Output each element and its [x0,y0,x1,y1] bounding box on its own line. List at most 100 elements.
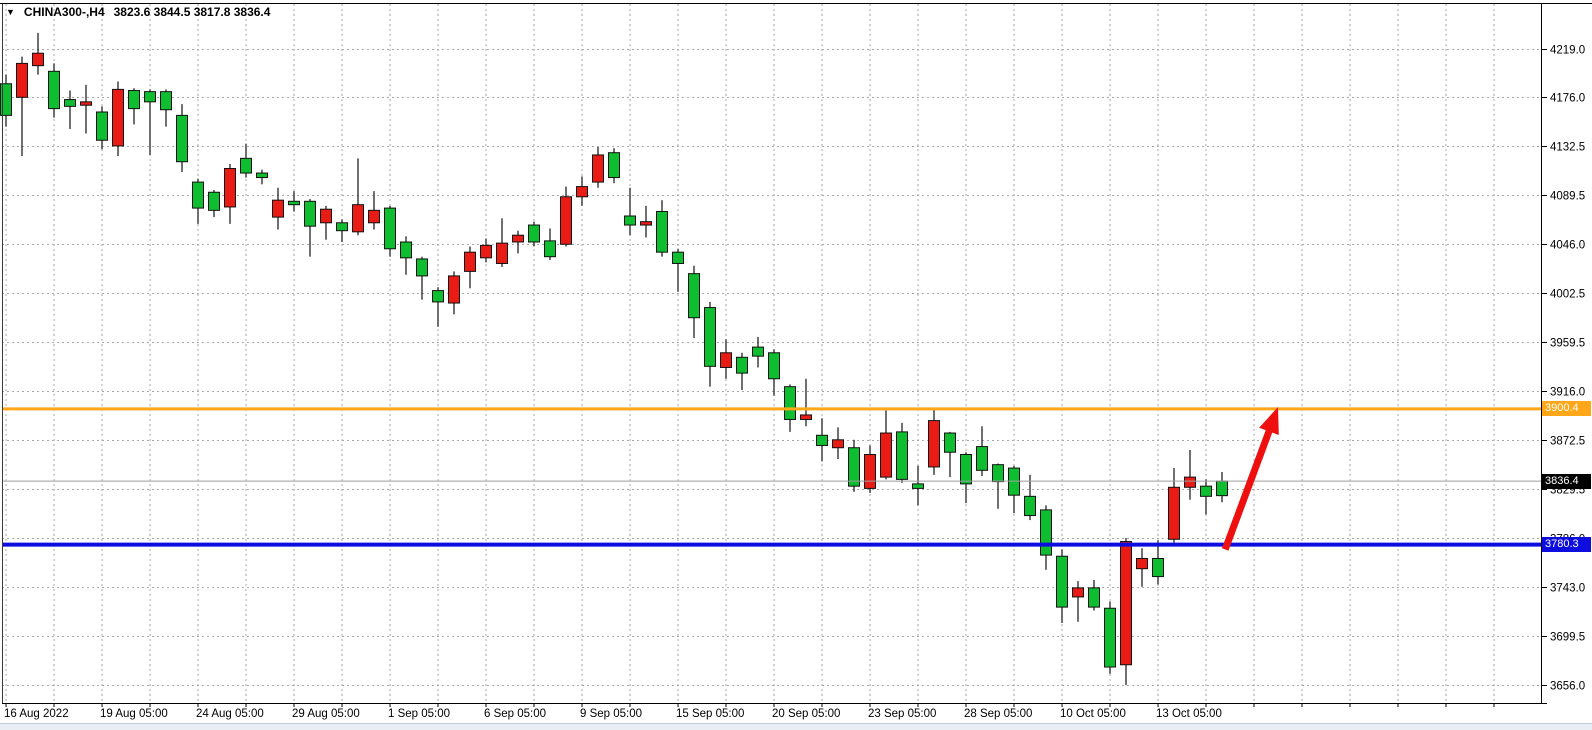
candle-bullish [672,251,684,264]
candle-bullish [768,352,780,380]
trend-arrow-head[interactable] [1259,407,1279,436]
support-price-badge: 3780.3 [1542,537,1591,553]
time-axis-label: 24 Aug 05:00 [196,708,264,720]
candle-bullish [912,483,924,489]
price-axis-label: 3743.0 [1550,583,1585,595]
candle-bullish [144,91,156,103]
chart-ohlc-readout: 3823.6 3844.5 3817.8 3836.4 [113,5,271,19]
candle-bullish [816,434,828,446]
candle-bullish [240,157,252,174]
candle-bearish [864,454,876,489]
candle-bullish [384,207,396,250]
trend-arrow-shaft[interactable] [1221,420,1276,551]
candle-bullish [976,446,988,471]
candle-bearish [512,234,524,243]
candle-bearish [112,88,124,147]
candle-bullish [1088,587,1100,608]
candle-bearish [16,62,28,98]
candle-bullish [1152,557,1164,578]
window-bottom-edge [0,723,1592,730]
candle-bullish [96,111,108,141]
candle-bullish [1104,607,1116,668]
time-axis-label: 23 Sep 05:00 [868,708,936,720]
candle-bullish [192,181,204,209]
candle-bullish [256,172,268,179]
candle-bullish [1216,480,1228,497]
price-axis-label: 3872.5 [1550,436,1585,448]
bid-price-badge: 3836.4 [1542,473,1591,489]
time-axis-label: 6 Sep 05:00 [484,708,546,720]
candle-bearish [800,414,812,420]
candle-bullish [960,454,972,485]
candle-bearish [32,52,44,67]
price-axis-label: 3699.5 [1550,632,1585,644]
candle-bullish [128,90,140,110]
candle-bullish [416,258,428,277]
candle-bearish [1120,541,1132,666]
candle-bullish [1056,555,1068,608]
candle-bullish [688,273,700,319]
candle-bearish [224,168,236,208]
time-axis-label: 29 Aug 05:00 [292,708,360,720]
price-axis-label: 4132.5 [1550,142,1585,154]
candle-bullish [1024,495,1036,517]
candle-bearish [1136,557,1148,570]
candle-bearish [720,352,732,368]
candle-bearish [496,242,508,264]
candle-bullish [432,290,444,303]
candle-bearish [352,204,364,233]
time-axis-label: 20 Sep 05:00 [772,708,840,720]
price-axis-label: 4046.0 [1550,240,1585,252]
candle-bullish [848,447,860,487]
candle-bullish [288,200,300,206]
candle-bullish [704,307,716,367]
candle-bullish [64,99,76,107]
price-axis-label: 4089.5 [1550,191,1585,203]
candle-bearish [480,244,492,259]
candle-bearish [880,432,892,478]
candle-bullish [752,346,764,357]
time-axis-label: 1 Sep 05:00 [388,708,450,720]
time-axis-label: 15 Sep 05:00 [676,708,744,720]
candle-bullish [656,210,668,253]
resistance-price-badge: 3900.4 [1542,401,1591,417]
price-axis-label: 3656.0 [1550,681,1585,693]
candle-bullish [624,215,636,226]
candle-bullish [544,240,556,258]
price-axis-label: 3959.5 [1550,338,1585,350]
candle-bullish [336,222,348,232]
candle-bullish [1200,485,1212,497]
candle-bearish [560,196,572,245]
candle-bullish [48,70,60,110]
candle-bullish [176,114,188,163]
time-axis-label: 16 Aug 2022 [4,708,69,720]
candle-bearish [1184,476,1196,488]
price-axis-label: 4002.5 [1550,289,1585,301]
time-axis-label: 13 Oct 05:00 [1156,708,1222,720]
candle-bullish [736,356,748,374]
candle-bullish [608,152,620,179]
candle-bullish [208,191,220,211]
candle-bearish [80,101,92,106]
candle-bearish [1168,486,1180,540]
candle-bullish [896,431,908,480]
candle-bearish [576,186,588,198]
candle-bullish [784,386,796,420]
candle-bullish [400,241,412,259]
symbol-dropdown-icon[interactable]: ▼ [6,7,15,17]
candle-bearish [1072,587,1084,598]
price-axis-label: 3916.0 [1550,387,1585,399]
candle-bullish [944,432,956,453]
chart-title-bar: ▼ CHINA300-,H4 3823.6 3844.5 3817.8 3836… [6,5,270,19]
time-axis-label: 19 Aug 05:00 [100,708,168,720]
time-axis-label: 10 Oct 05:00 [1060,708,1126,720]
time-axis-label: 9 Sep 05:00 [580,708,642,720]
chart-symbol-timeframe: CHINA300-,H4 [23,5,105,19]
price-axis-label: 4176.0 [1550,93,1585,105]
candle-bullish [0,83,12,116]
candle-bullish [160,91,172,111]
candle-bullish [528,224,540,243]
candle-bearish [272,199,284,218]
candle-bearish [448,275,460,304]
